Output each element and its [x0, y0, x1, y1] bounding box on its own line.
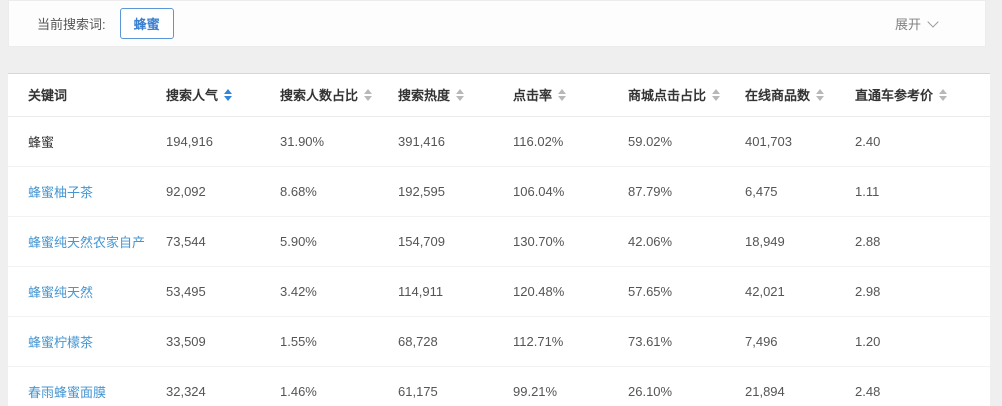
cell-value: 1.55%	[280, 316, 398, 367]
cell-value: 73,544	[166, 216, 280, 267]
keyword-link[interactable]: 蜂蜜纯天然	[28, 284, 94, 300]
column-header-search-user-share[interactable]: 搜索人数占比	[280, 74, 398, 117]
cell-value: 2.48	[855, 366, 990, 406]
column-label-mall-click-share: 商城点击占比	[628, 88, 707, 104]
cell-value: 401,703	[745, 116, 855, 167]
cell-value: 1.11	[855, 166, 990, 217]
sort-carets-icon[interactable]	[816, 88, 825, 101]
keyword-cell: 蜂蜜	[8, 116, 166, 167]
column-label-search-user-share: 搜索人数占比	[280, 88, 359, 104]
keyword-link[interactable]: 蜂蜜柚子茶	[28, 184, 94, 200]
sort-carets-icon[interactable]	[456, 88, 465, 101]
cell-value: 391,416	[398, 116, 513, 167]
cell-value: 1.20	[855, 316, 990, 367]
keyword-cell: 蜂蜜纯天然	[8, 266, 166, 317]
column-label-search-heat: 搜索热度	[398, 88, 451, 104]
cell-value: 57.65%	[628, 266, 745, 317]
cell-value: 154,709	[398, 216, 513, 267]
chevron-down-icon	[927, 15, 939, 28]
column-label-search-popularity: 搜索人气	[166, 88, 219, 104]
column-header-search-heat[interactable]: 搜索热度	[398, 74, 513, 117]
cell-value: 120.48%	[513, 266, 628, 317]
keyword-cell: 蜂蜜纯天然农家自产	[8, 216, 166, 267]
cell-value: 92,092	[166, 166, 280, 217]
column-header-mall-click-share[interactable]: 商城点击占比	[628, 74, 745, 117]
cell-value: 3.42%	[280, 266, 398, 317]
current-search-term-group: 当前搜索词: 蜂蜜	[37, 8, 174, 39]
keyword-link[interactable]: 蜂蜜柠檬茶	[28, 334, 94, 350]
cell-value: 106.04%	[513, 166, 628, 217]
expand-button[interactable]: 展开	[894, 14, 939, 33]
filter-bar: 当前搜索词: 蜂蜜 展开	[8, 0, 986, 47]
cell-value: 42.06%	[628, 216, 745, 267]
cell-value: 42,021	[745, 266, 855, 317]
cell-value: 59.02%	[628, 116, 745, 167]
cell-value: 33,509	[166, 316, 280, 367]
cell-value: 116.02%	[513, 116, 628, 167]
keyword-table: 关键词 搜索人气 搜索人数占比 搜索热度 点击率 商城点击占比 在线商品数 直通车参考价 蜂蜜…	[8, 74, 990, 406]
cell-value: 26.10%	[628, 366, 745, 406]
column-header-search-popularity[interactable]: 搜索人气	[166, 74, 280, 117]
expand-label: 展开	[894, 17, 921, 32]
cell-value: 2.40	[855, 116, 990, 167]
keyword-cell: 蜂蜜柚子茶	[8, 166, 166, 217]
column-header-ztc-reference-price[interactable]: 直通车参考价	[855, 74, 990, 117]
table-row: 蜂蜜柠檬茶 33,509 1.55% 68,728 112.71% 73.61% 7,496…	[8, 316, 990, 367]
sort-carets-icon[interactable]	[224, 88, 233, 101]
cell-value: 61,175	[398, 366, 513, 406]
keyword-cell: 蜂蜜柠檬茶	[8, 316, 166, 367]
sort-carets-icon[interactable]	[939, 88, 948, 101]
cell-value: 31.90%	[280, 116, 398, 167]
column-label-ztc-reference-price: 直通车参考价	[855, 88, 934, 104]
cell-value: 112.71%	[513, 316, 628, 367]
keyword-cell: 春雨蜂蜜面膜	[8, 366, 166, 406]
cell-value: 192,595	[398, 166, 513, 217]
current-search-term-label: 当前搜索词:	[37, 17, 106, 32]
cell-value: 87.79%	[628, 166, 745, 217]
column-header-online-products[interactable]: 在线商品数	[745, 74, 855, 117]
table-header-row: 关键词 搜索人气 搜索人数占比 搜索热度 点击率 商城点击占比 在线商品数 直通车参考价	[8, 74, 990, 117]
cell-value: 130.70%	[513, 216, 628, 267]
column-header-click-rate[interactable]: 点击率	[513, 74, 628, 117]
cell-value: 32,324	[166, 366, 280, 406]
column-label-keyword: 关键词	[28, 88, 68, 104]
table-row: 蜂蜜纯天然 53,495 3.42% 114,911 120.48% 57.65% 42,0…	[8, 266, 990, 317]
table-row: 春雨蜂蜜面膜 32,324 1.46% 61,175 99.21% 26.10% 21,89…	[8, 366, 990, 406]
cell-value: 2.98	[855, 266, 990, 317]
cell-value: 2.88	[855, 216, 990, 267]
cell-value: 99.21%	[513, 366, 628, 406]
keyword-text: 蜂蜜	[28, 134, 55, 150]
sort-carets-icon[interactable]	[558, 88, 567, 101]
column-header-keyword: 关键词	[8, 74, 166, 117]
keyword-link[interactable]: 蜂蜜纯天然农家自产	[28, 234, 146, 250]
table-row: 蜂蜜 194,916 31.90% 391,416 116.02% 59.02% 401,7…	[8, 116, 990, 167]
search-term-tag[interactable]: 蜂蜜	[119, 8, 174, 39]
cell-value: 21,894	[745, 366, 855, 406]
cell-value: 5.90%	[280, 216, 398, 267]
cell-value: 73.61%	[628, 316, 745, 367]
cell-value: 7,496	[745, 316, 855, 367]
sort-carets-icon[interactable]	[712, 88, 721, 101]
table-row: 蜂蜜纯天然农家自产 73,544 5.90% 154,709 130.70% 42.06%…	[8, 216, 990, 267]
cell-value: 114,911	[398, 266, 513, 317]
table-row: 蜂蜜柚子茶 92,092 8.68% 192,595 106.04% 87.79% 6,47…	[8, 166, 990, 217]
cell-value: 18,949	[745, 216, 855, 267]
column-label-online-products: 在线商品数	[745, 88, 811, 104]
keyword-table-card: 关键词 搜索人气 搜索人数占比 搜索热度 点击率 商城点击占比 在线商品数 直通车参考价 蜂蜜…	[8, 73, 990, 406]
sort-carets-icon[interactable]	[364, 88, 373, 101]
cell-value: 194,916	[166, 116, 280, 167]
column-label-click-rate: 点击率	[513, 88, 553, 104]
keyword-link[interactable]: 春雨蜂蜜面膜	[28, 384, 107, 400]
cell-value: 1.46%	[280, 366, 398, 406]
cell-value: 6,475	[745, 166, 855, 217]
cell-value: 53,495	[166, 266, 280, 317]
cell-value: 8.68%	[280, 166, 398, 217]
cell-value: 68,728	[398, 316, 513, 367]
